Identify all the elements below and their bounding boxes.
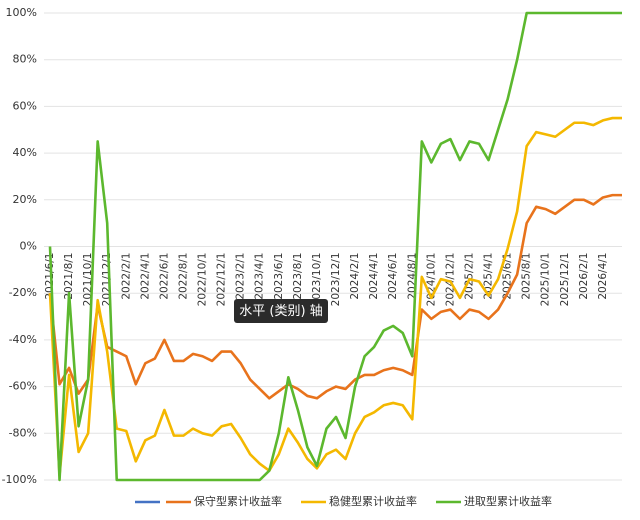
y-tick-label: 100% — [6, 6, 37, 19]
x-tick-label: 2022/2/1 — [120, 253, 132, 300]
x-tick-label: 2025/8/1 — [521, 253, 533, 300]
tooltip-box — [234, 299, 328, 323]
legend-label: 进取型累计收益率 — [464, 494, 552, 508]
y-tick-label: 20% — [13, 193, 37, 206]
x-tick-label: 2025/12/1 — [559, 253, 571, 307]
x-tick-label: 2022/4/1 — [139, 253, 151, 300]
legend: 保守型累计收益率 稳健型累计收益率 进取型累计收益率 — [135, 494, 552, 508]
x-tick-label: 2022/8/1 — [177, 253, 189, 300]
series-line — [48, 193, 622, 400]
tooltip: 水平 (类别) 轴 — [239, 304, 322, 319]
x-tick-label: 2021/8/1 — [63, 253, 75, 300]
x-tick-label: 2023/12/1 — [330, 253, 342, 307]
y-tick-label: 40% — [13, 146, 37, 159]
x-tick-label: 2022/10/1 — [197, 252, 209, 306]
plot-area — [48, 11, 622, 482]
x-tick-label: 2024/6/1 — [387, 253, 399, 300]
grid: -100% -80% -60% -40% -20% 0% 20% 40% 60% 80% 100% — [2, 6, 622, 486]
x-tick-label: 2023/6/1 — [273, 253, 285, 300]
legend-label: 保守型累计收益率 — [194, 494, 282, 508]
x-tick-label: 2022/12/1 — [216, 253, 228, 307]
series-line — [48, 11, 622, 482]
y-tick-label: 60% — [13, 99, 37, 112]
y-tick-label: 0% — [20, 240, 37, 253]
x-tick-label: 2026/2/1 — [578, 253, 590, 300]
x-tick-label: 2024/4/1 — [368, 253, 380, 300]
x-tick-label: 2023/10/1 — [311, 253, 323, 307]
series-line — [48, 116, 622, 477]
y-tick-label: 80% — [13, 53, 37, 66]
x-tick-label: 2026/4/1 — [597, 253, 609, 300]
y-tick-label: -20% — [9, 286, 37, 299]
y-tick-label: -60% — [9, 380, 37, 393]
x-tick-label: 2025/6/1 — [502, 252, 514, 299]
y-tick-label: -100% — [2, 473, 37, 486]
legend-label: 稳健型累计收益率 — [329, 494, 417, 508]
x-tick-label: 2025/4/1 — [483, 253, 495, 300]
x-tick-label: 2023/8/1 — [292, 253, 304, 300]
x-tick-label: 2024/12/1 — [444, 253, 456, 307]
y-tick-label: -40% — [9, 333, 37, 346]
x-tick-label: 2024/2/1 — [349, 253, 361, 300]
x-tick-label: 2023/4/1 — [254, 253, 266, 300]
x-tick-label: 2025/10/1 — [540, 253, 552, 307]
x-tick-label: 2022/6/1 — [158, 253, 170, 300]
x-tick-label: 2023/2/1 — [235, 253, 247, 300]
x-tick-label: 2021/12/1 — [101, 253, 113, 307]
y-tick-label: -80% — [9, 426, 37, 439]
x-axis: 2021/6/1 2021/8/1 2021/10/1 2021/12/1 2022/2… — [44, 252, 609, 306]
x-tick-label: 2025/2/1 — [463, 253, 475, 300]
